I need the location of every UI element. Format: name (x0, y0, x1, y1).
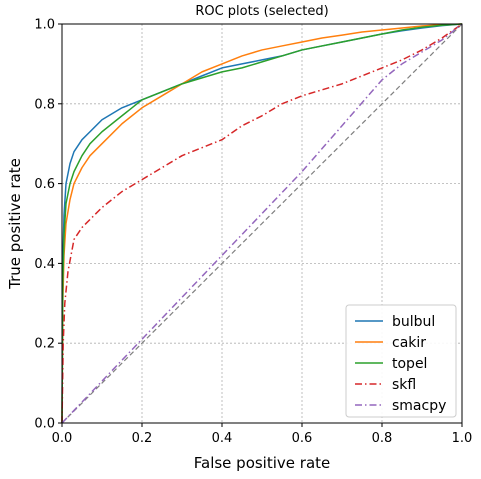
plot-frame (61, 23, 463, 424)
x-tick-label: 0.0 (52, 431, 73, 446)
y-tick-label: 1.0 (34, 18, 55, 33)
legend-label-topel: topel (392, 356, 427, 372)
y-tick-label: 0.0 (34, 417, 55, 432)
chart-title: ROC plots (selected) (195, 4, 328, 19)
y-tick-label: 0.2 (34, 337, 55, 352)
reference-line (61, 23, 463, 424)
y-tick-label: 0.8 (34, 97, 55, 112)
series-line-topel (61, 23, 463, 424)
x-tick-label: 0.6 (292, 431, 313, 446)
y-tick-label: 0.6 (34, 177, 55, 192)
x-tick-label: 0.8 (372, 431, 393, 446)
legend-box (345, 304, 457, 418)
legend-label-skfl: skfl (392, 377, 416, 393)
legend-label-smacpy: smacpy (392, 398, 446, 414)
legend-label-bulbul: bulbul (392, 314, 435, 330)
series-lines (61, 23, 463, 424)
legend-label-cakir: cakir (392, 335, 426, 351)
y-axis-label: True positive rate (6, 158, 24, 290)
series-line-cakir (61, 23, 463, 424)
axis-ticks: 0.0 0.2 0.4 0.6 0.8 1.0 0.0 0.2 0.4 0.6 0.8 1.0 (34, 18, 472, 447)
series-line-skfl (61, 23, 463, 424)
x-tick-label: 0.4 (212, 431, 233, 446)
series-line-smacpy (61, 23, 463, 424)
legend: bulbul cakir topel skfl smacpy (345, 304, 457, 418)
y-tick-label: 0.4 (34, 257, 55, 272)
x-tick-label: 1.0 (452, 431, 473, 446)
x-tick-label: 0.2 (132, 431, 153, 446)
x-axis-label: False positive rate (194, 454, 331, 472)
reference-diagonal (61, 23, 463, 424)
